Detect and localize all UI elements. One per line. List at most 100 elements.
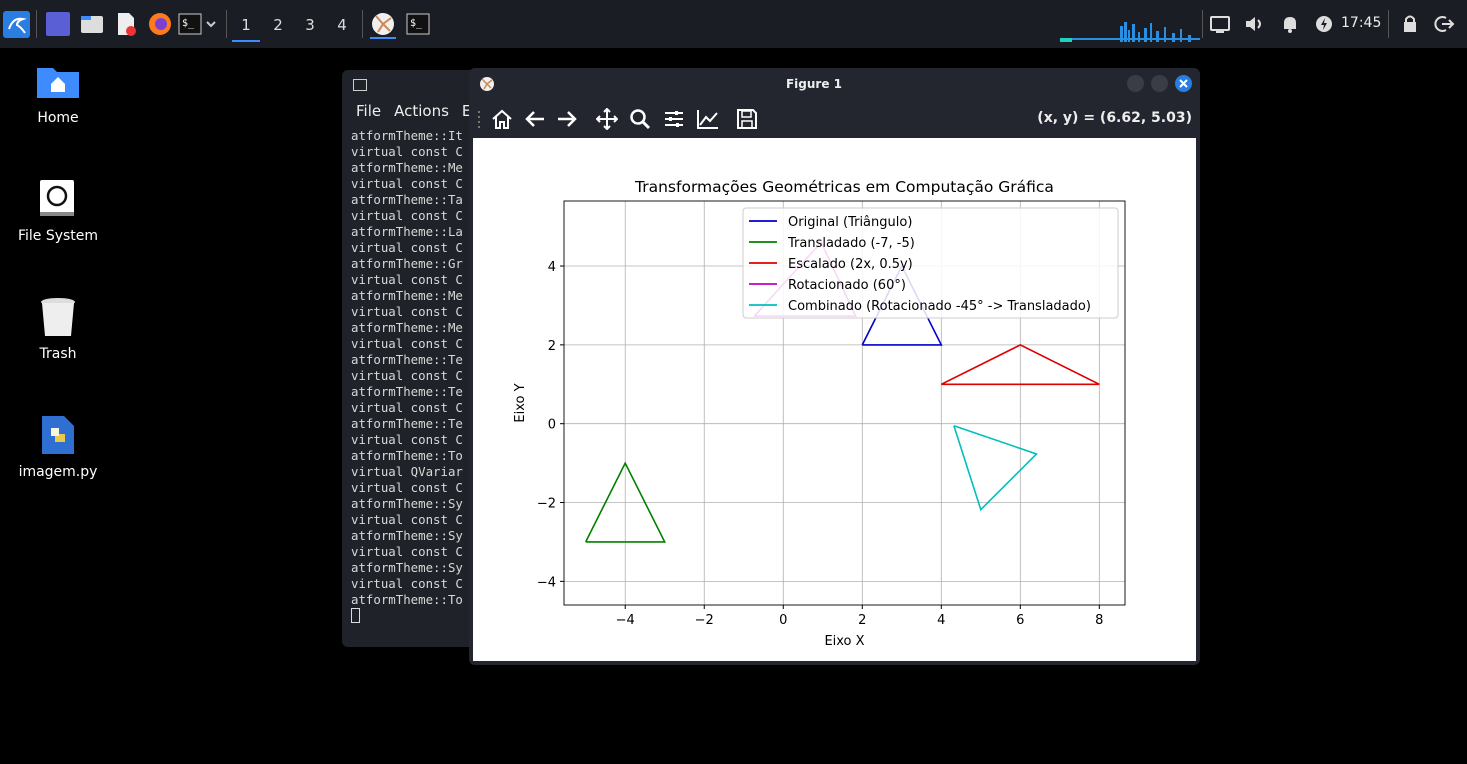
figure-window[interactable]: Figure 1 (x, y) = (6.62, 5.03) −4 −2 0 2 4 6 8… [469,68,1200,665]
matplotlib-task-icon[interactable] [370,11,396,39]
workspace-4[interactable]: 4 [337,16,347,34]
terminal-menu-file[interactable]: File [356,102,382,120]
terminal-line: virtual const C [351,336,463,351]
cpu-graph-icon [1060,22,1200,42]
trash-icon [41,298,75,336]
terminal-cursor [351,608,360,623]
terminal-line: virtual const C [351,368,463,383]
desktop-icon-label: Trash [39,346,77,362]
terminal-line: virtual const C [351,272,463,287]
series-line-4 [953,424,1038,512]
clock[interactable]: 17:45 [1341,15,1382,31]
display-icon[interactable] [1208,12,1232,36]
x-tick-label: −2 [695,613,714,628]
legend-entry: Escalado (2x, 0.5y) [788,257,913,272]
y-tick-label: 2 [548,339,556,354]
terminal-line: virtual const C [351,144,463,159]
terminal-line: virtual const C [351,432,463,447]
power-manager-icon[interactable] [1312,12,1336,36]
desktop-icon-home[interactable]: Home [0,62,116,126]
terminal-line: atformTheme::Sy [351,528,463,543]
workspace-2[interactable]: 2 [273,16,283,34]
firefox-icon[interactable] [148,12,172,36]
terminal-line: atformTheme::Me [351,288,463,303]
y-tick-label: −2 [537,497,556,512]
desktop-icon-trash[interactable]: Trash [0,296,116,362]
workspace-1[interactable]: 1 [232,11,260,42]
terminal-line: atformTheme::Me [351,160,463,175]
legend-entry: Original (Triângulo) [788,215,912,230]
logout-icon[interactable] [1432,12,1456,36]
desktop-icon-label: Home [37,110,79,126]
forward-arrow-icon[interactable] [556,108,578,130]
maximize-button[interactable] [1151,75,1168,92]
terminal-line: atformTheme::Ta [351,192,463,207]
terminal-line: atformTheme::Me [351,320,463,335]
edit-axis-icon[interactable] [696,108,720,130]
terminal-line: virtual const C [351,176,463,191]
terminal-line: virtual const C [351,512,463,527]
series-line-2 [940,344,1100,386]
terminal-window[interactable]: File Actions E atformTheme::It virtual cons… [342,70,492,647]
svg-text:$_: $_ [410,18,423,29]
bell-icon[interactable] [1278,12,1302,36]
desktop-icon-file-system[interactable]: File System [0,178,116,244]
terminal-line: atformTheme::It [351,128,463,143]
terminal-task-icon[interactable]: $_ [406,12,430,36]
legend-box [742,207,1119,319]
pan-icon[interactable] [596,108,618,130]
python-file-icon [42,416,74,454]
x-tick-label: 2 [858,613,866,628]
terminal-menu-actions[interactable]: Actions [394,102,449,120]
chart[interactable]: −4 −2 0 2 4 6 8 −4 −2 0 2 4 Transformações Geométric… [473,138,1196,661]
back-arrow-icon[interactable] [524,108,546,130]
terminal-line: atformTheme::Sy [351,496,463,511]
workspace-3[interactable]: 3 [305,16,315,34]
legend-entry: Rotacionado (60°) [788,278,906,293]
terminal-line: atformTheme::Sy [351,560,463,575]
y-axis-label: Eixo Y [513,383,528,422]
save-icon[interactable] [736,108,758,130]
terminal-window-icon [353,79,367,91]
show-desktop-icon[interactable] [46,12,70,36]
matplotlib-icon [480,77,494,91]
terminal-line: atformTheme::Te [351,416,463,431]
terminal-line: virtual const C [351,208,463,223]
terminal-line: virtual const C [351,576,463,591]
chart-title: Transformações Geométricas em Computação… [634,178,1054,196]
legend-entry: Transladado (-7, -5) [787,236,915,251]
terminal-line: atformTheme::Te [351,384,463,399]
terminal-menu-edit[interactable]: E [461,102,472,120]
x-tick-label: 8 [1095,613,1103,628]
terminal-line: virtual QVariar [351,464,463,479]
close-button[interactable] [1175,75,1192,92]
zoom-icon[interactable] [629,108,651,130]
terminal-line: atformTheme::To [351,592,463,607]
minimize-button[interactable] [1127,75,1144,92]
legend-entry: Combinado (Rotacionado -45° -> Translada… [788,299,1091,314]
x-tick-label: −4 [616,613,635,628]
y-tick-label: −4 [537,575,556,590]
terminal-line: virtual const C [351,240,463,255]
plot-canvas[interactable]: −4 −2 0 2 4 6 8 −4 −2 0 2 4 Transformações Geométric… [473,138,1196,661]
home-icon[interactable] [491,108,513,130]
cursor-coordinates: (x, y) = (6.62, 5.03) [1037,110,1192,126]
axes-frame [563,200,1126,606]
desktop-icon-imagem-py[interactable]: imagem.py [0,414,116,480]
terminal-line: virtual const C [351,480,463,495]
terminal-line: atformTheme::Te [351,352,463,367]
configure-subplots-icon[interactable] [663,108,685,130]
kali-menu-icon[interactable] [3,11,30,38]
terminal-launcher-icon[interactable]: $_ [178,12,202,36]
chevron-down-icon[interactable] [204,12,228,36]
terminal-line: virtual const C [351,544,463,559]
close-icon [1179,79,1188,88]
window-title: Figure 1 [785,77,843,91]
lock-icon[interactable] [1398,12,1422,36]
text-editor-icon[interactable] [114,12,138,36]
toolbar-handle-icon [478,111,480,128]
volume-icon[interactable] [1243,12,1267,36]
terminal-line: atformTheme::Gr [351,256,463,271]
file-manager-icon[interactable] [80,12,104,36]
